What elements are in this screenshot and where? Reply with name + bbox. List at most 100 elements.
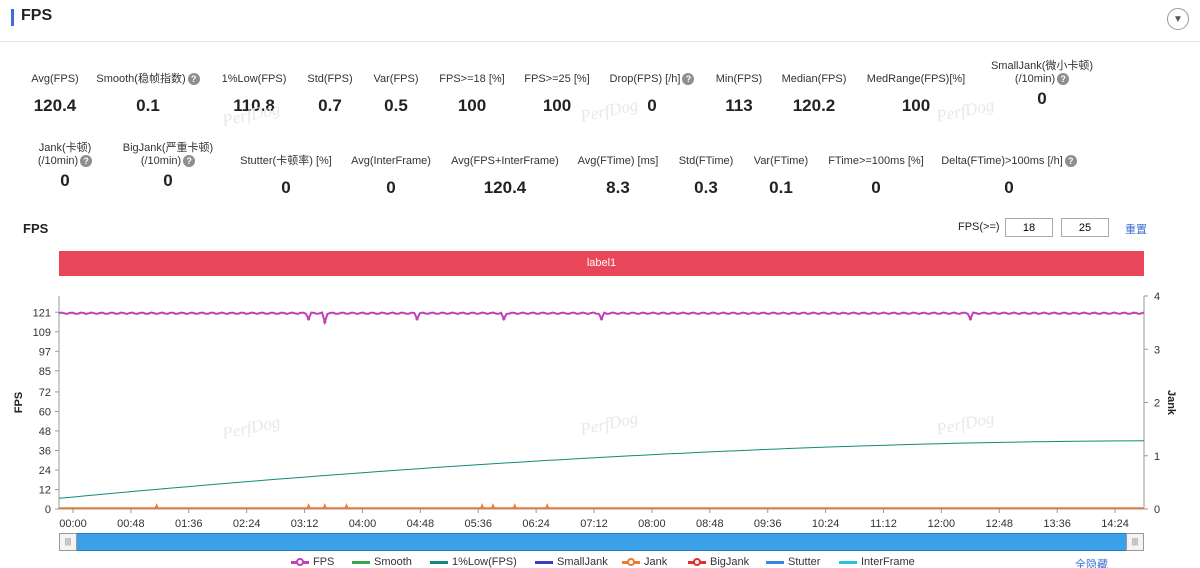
- metric-label: BigJank(严重卡顿) (/10min)?: [98, 142, 238, 168]
- legend-item-smalljank[interactable]: SmallJank: [535, 556, 608, 568]
- chart-title: FPS: [23, 221, 49, 236]
- x-tick-label: 00:00: [59, 518, 87, 530]
- metric-value: 110.8: [233, 96, 275, 115]
- metric-label: Avg(FPS): [0, 73, 125, 86]
- metric-label-text: Jank(卡顿): [38, 142, 92, 154]
- legend-swatch: [535, 560, 553, 564]
- metric-label-text: Var(FPS): [373, 73, 419, 85]
- legend-label: BigJank: [710, 556, 750, 568]
- series-jank-spike: [306, 503, 311, 508]
- metric-card: Stutter(卡顿率) [%] 0: [216, 142, 356, 198]
- y2-tick-label: 0: [1154, 504, 1160, 516]
- metric-label: Smooth(稳帧指数)?: [78, 73, 218, 86]
- y-axis-label: FPS: [13, 392, 25, 413]
- metric-card: Std(FPS) 0.7: [260, 60, 400, 116]
- legend-item-smooth[interactable]: Smooth: [352, 556, 412, 568]
- legend-label: FPS: [313, 556, 335, 568]
- series-fps-point: [502, 317, 506, 321]
- metric-card: FTime>=100ms [%] 0: [806, 142, 946, 198]
- metric-card: Smooth(稳帧指数)? 0.1: [78, 60, 218, 116]
- metric-label-text: Avg(InterFrame): [351, 155, 431, 167]
- metric-label: Median(FPS): [744, 73, 884, 86]
- metric-card: Min(FPS) 113: [669, 60, 809, 116]
- metric-label-text: Min(FPS): [715, 73, 763, 85]
- legend-item-stutter[interactable]: Stutter: [766, 556, 820, 568]
- series-fps-point: [599, 317, 604, 321]
- hide-all-link[interactable]: 全隐藏: [1075, 559, 1108, 568]
- legend-label: Jank: [644, 556, 668, 568]
- label-bar[interactable]: label1: [59, 251, 1144, 276]
- metric-label-text: Avg(FPS+InterFrame): [451, 155, 559, 167]
- metric-label-unit: (/10min): [1014, 73, 1056, 85]
- y-tick-label: 48: [39, 426, 51, 438]
- x-tick-label: 06:24: [522, 518, 550, 530]
- metric-card: FPS>=25 [%] 100: [487, 60, 627, 116]
- y-tick-label: 97: [39, 346, 51, 358]
- metric-label-unit: (/10min): [140, 155, 182, 167]
- x-tick-label: 04:00: [349, 518, 377, 530]
- metric-value: 113: [725, 96, 753, 115]
- fps-threshold-input-1[interactable]: [1005, 218, 1053, 237]
- help-icon[interactable]: ?: [1057, 73, 1070, 86]
- metric-value: 0: [871, 178, 881, 197]
- metric-label-text: MedRange(FPS)[%]: [866, 73, 966, 85]
- metric-label-text: Drop(FPS) [/h]: [609, 73, 681, 85]
- series-fps-point: [968, 317, 973, 321]
- chevron-down-icon[interactable]: ▼: [1167, 8, 1189, 30]
- metric-label: Avg(FTime) [ms]: [548, 155, 688, 168]
- metric-label-text: Std(FPS): [307, 73, 353, 85]
- fps-threshold-input-2[interactable]: [1061, 218, 1109, 237]
- series-jank-spike: [344, 503, 349, 508]
- x-tick-label: 10:24: [812, 518, 840, 530]
- reset-link[interactable]: 重置: [1125, 224, 1147, 236]
- x-tick-label: 13:36: [1043, 518, 1071, 530]
- section-title: FPS: [21, 7, 53, 24]
- series-jank-spike: [154, 503, 159, 508]
- metric-label: Std(FTime): [636, 155, 776, 168]
- series-jank-spike: [491, 503, 495, 508]
- legend-swatch: [766, 560, 784, 564]
- help-icon[interactable]: ?: [187, 73, 200, 86]
- legend-item-jank[interactable]: Jank: [622, 556, 667, 568]
- metric-value: 120.4: [33, 96, 77, 115]
- metric-label-text: Avg(FTime) [ms]: [577, 155, 659, 167]
- metric-card: Avg(FPS+InterFrame) 120.4: [435, 142, 575, 198]
- legend-swatch: [291, 557, 309, 566]
- x-tick-label: 02:24: [233, 518, 261, 530]
- help-icon[interactable]: ?: [1064, 155, 1077, 168]
- legend-item-bigjank[interactable]: BigJank: [688, 556, 749, 568]
- help-icon[interactable]: ?: [682, 73, 695, 86]
- metric-value: 100: [901, 96, 931, 115]
- x-tick-label: 11:12: [870, 518, 897, 530]
- help-icon[interactable]: ?: [80, 155, 93, 168]
- metric-label: Std(FPS): [260, 73, 400, 86]
- x-tick-label: 14:24: [1101, 518, 1129, 530]
- x-tick-label: 01:36: [175, 518, 203, 530]
- metric-label: Avg(FPS+InterFrame): [435, 155, 575, 168]
- series-jank-spike: [322, 503, 327, 508]
- help-icon[interactable]: ?: [183, 155, 196, 168]
- y-tick-label: 36: [39, 445, 51, 457]
- metric-card: Var(FPS) 0.5: [326, 60, 466, 116]
- metric-value: 0.1: [769, 178, 793, 197]
- metric-card: Avg(InterFrame) 0: [321, 142, 461, 198]
- legend-item-1-low-fps-[interactable]: 1%Low(FPS): [430, 556, 517, 568]
- metric-label: Var(FPS): [326, 73, 466, 86]
- metric-label: Drop(FPS) [/h]?: [582, 73, 722, 86]
- time-range-slider[interactable]: ||| |||: [59, 533, 1144, 551]
- slider-handle-left[interactable]: |||: [59, 533, 77, 551]
- metric-label-text: FPS>=25 [%]: [524, 73, 590, 85]
- legend-item-fps[interactable]: FPS: [291, 556, 334, 568]
- metric-card: Drop(FPS) [/h]? 0: [582, 60, 722, 116]
- metric-value: 100: [542, 96, 572, 115]
- slider-handle-right[interactable]: |||: [1126, 533, 1144, 551]
- x-tick-label: 12:00: [928, 518, 956, 530]
- legend-swatch: [430, 560, 448, 564]
- y-tick-label: 85: [39, 366, 51, 378]
- metric-value: 0: [1037, 89, 1047, 108]
- metric-label-text: Smooth(稳帧指数): [96, 73, 186, 85]
- metric-label-text: 1%Low(FPS): [221, 73, 287, 85]
- legend-swatch: [352, 560, 370, 564]
- legend-item-interframe[interactable]: InterFrame: [839, 556, 915, 568]
- y2-tick-label: 3: [1154, 344, 1160, 356]
